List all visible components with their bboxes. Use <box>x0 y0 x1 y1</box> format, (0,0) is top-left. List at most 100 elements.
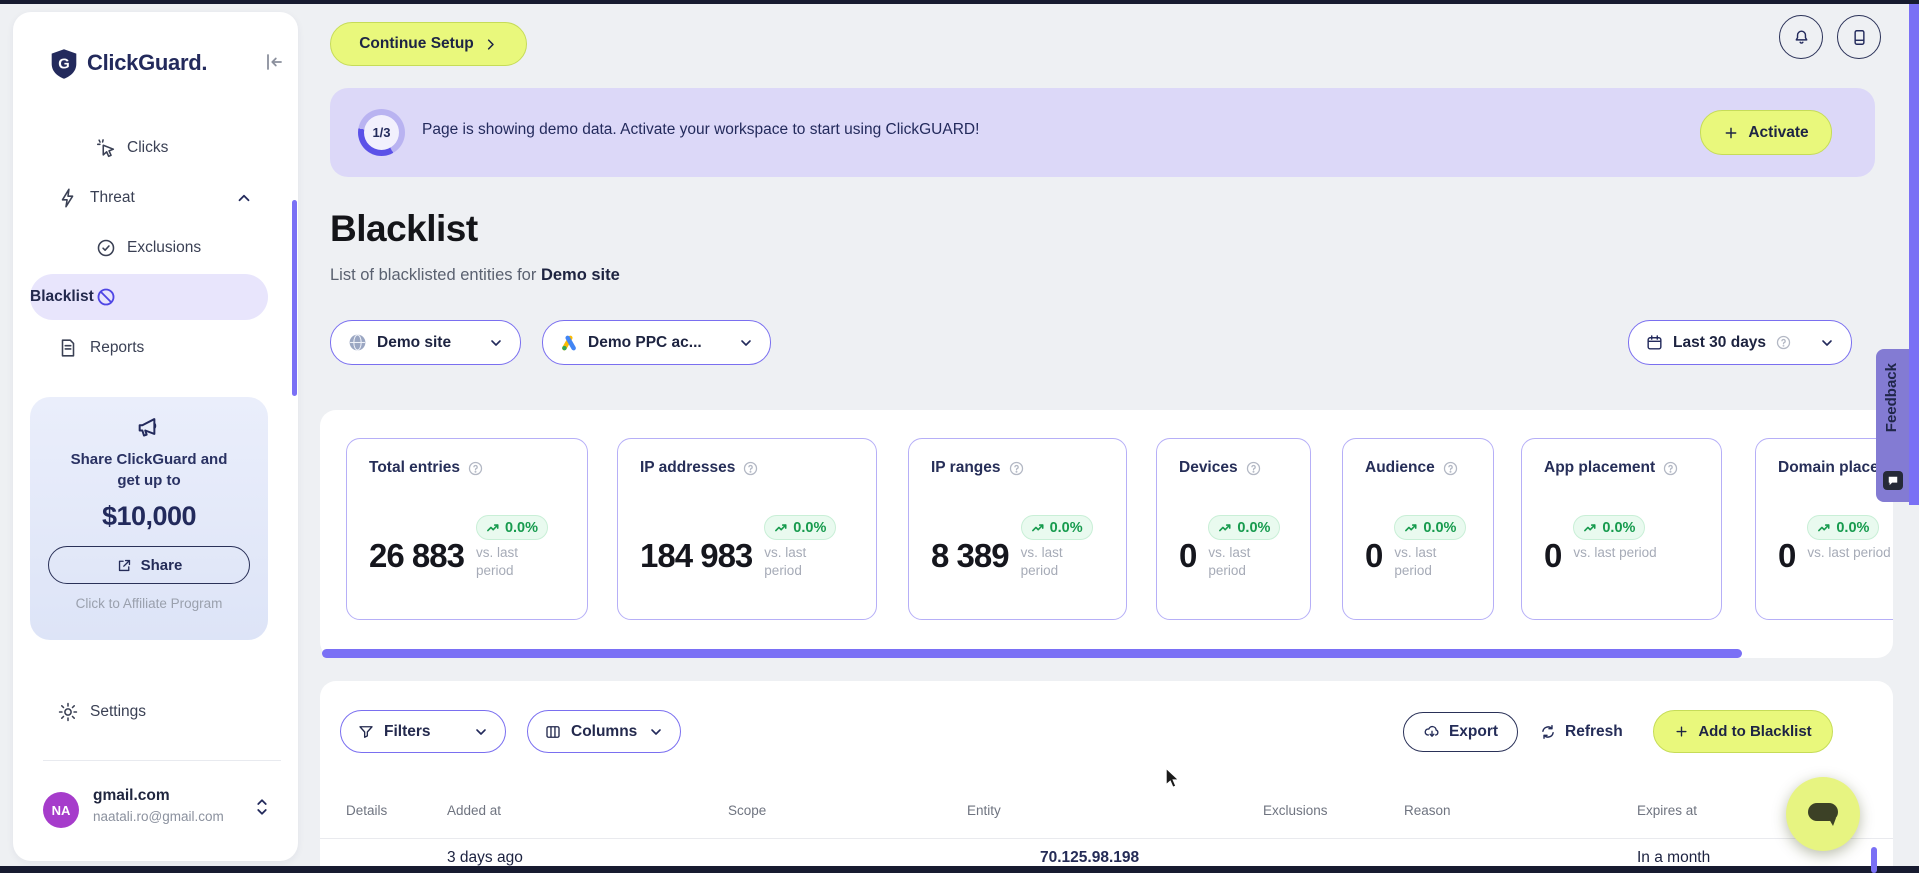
col-header-details[interactable]: Details <box>346 803 388 818</box>
activate-label: Activate <box>1748 123 1809 141</box>
continue-setup-button[interactable]: Continue Setup <box>330 22 527 66</box>
help-icon[interactable] <box>1662 460 1679 477</box>
sidebar-item-reports[interactable]: Reports <box>13 324 298 372</box>
share-amount: $10,000 <box>101 501 197 531</box>
stat-card-total-entries: Total entries 26 883 0.0% vs. last perio… <box>346 438 588 620</box>
stat-card-devices: Devices 0 0.0% vs. last period <box>1156 438 1311 620</box>
chevron-up-icon[interactable] <box>235 189 253 207</box>
trend-up-icon <box>1031 523 1044 531</box>
site-selector[interactable]: Demo site <box>330 320 521 365</box>
docs-button[interactable] <box>1837 15 1881 59</box>
col-header-scope[interactable]: Scope <box>728 803 767 818</box>
badge-check-icon <box>95 237 117 259</box>
stat-value: 26 883 <box>369 537 465 574</box>
document-icon <box>57 337 79 359</box>
page-scrollbar[interactable] <box>1909 4 1919 505</box>
trend-up-icon <box>1818 523 1830 531</box>
page-subtitle: List of blacklisted entities for Demo si… <box>330 266 620 285</box>
columns-button[interactable]: Columns <box>527 710 681 753</box>
site-selector-label: Demo site <box>377 333 452 351</box>
cell-added-at: 3 days ago <box>447 849 523 866</box>
col-header-added-at[interactable]: Added at <box>447 803 502 818</box>
stat-label: Domain placement <box>1778 459 1893 476</box>
stat-label: Devices <box>1179 459 1238 476</box>
banner-message: Page is showing demo data. Activate your… <box>422 121 980 138</box>
sidebar-item-settings[interactable]: Settings <box>13 688 298 736</box>
chevron-sort-icon[interactable] <box>253 796 271 818</box>
help-icon[interactable] <box>467 460 484 477</box>
book-icon <box>1850 28 1869 47</box>
add-to-blacklist-button[interactable]: Add to Blacklist <box>1653 710 1833 753</box>
account-switcher[interactable]: NA gmail.com naatali.ro@gmail.com <box>13 780 298 842</box>
date-range-selector[interactable]: Last 30 days <box>1628 320 1852 365</box>
ban-icon <box>95 286 117 308</box>
sidebar-item-label: Threat <box>90 189 135 206</box>
help-icon[interactable] <box>1008 460 1025 477</box>
trend-up-icon <box>486 523 499 531</box>
stat-caption: vs. last period <box>1020 545 1063 578</box>
feedback-tab[interactable]: Feedback <box>1876 349 1909 502</box>
stat-delta: 0.0% <box>504 519 538 536</box>
add-to-blacklist-label: Add to Blacklist <box>1698 723 1812 740</box>
stats-cards-panel: Total entries 26 883 0.0% vs. last perio… <box>320 410 1893 658</box>
chevron-down-icon <box>488 335 504 351</box>
affiliate-share-card[interactable]: Share ClickGuard and get up to $10,000 S… <box>30 397 268 640</box>
stat-value: 0 <box>1365 537 1383 574</box>
chevron-down-icon <box>1819 335 1835 351</box>
cloud-download-icon <box>1423 723 1441 741</box>
help-icon[interactable] <box>1245 460 1262 477</box>
share-button[interactable]: Share <box>48 546 250 584</box>
sidebar-item-exclusions[interactable]: Exclusions <box>13 224 298 272</box>
stat-delta: 0.0% <box>1602 519 1636 536</box>
stat-value: 0 <box>1544 537 1562 574</box>
sidebar-scrollbar[interactable] <box>292 200 297 396</box>
stat-label: IP ranges <box>931 459 1001 476</box>
activate-button[interactable]: Activate <box>1700 110 1832 155</box>
blacklist-table-panel: Filters Columns Export Refresh <box>320 681 1893 873</box>
external-link-icon <box>116 557 133 574</box>
table-row[interactable]: 3 days ago 70.125.98.198 In a month <box>320 849 1893 866</box>
help-icon[interactable] <box>1442 460 1459 477</box>
stat-caption: vs. last period <box>1208 545 1251 578</box>
sidebar-item-blacklist[interactable]: Blacklist <box>30 274 268 320</box>
ppc-account-label: Demo PPC ac... <box>588 333 702 351</box>
stat-delta: 0.0% <box>1836 519 1870 536</box>
sidebar-item-label: Reports <box>90 339 145 356</box>
collapse-sidebar-icon[interactable] <box>261 50 285 74</box>
stat-caption: vs. last period <box>764 545 807 578</box>
cursor-click-icon <box>95 137 117 159</box>
google-ads-icon <box>559 333 579 353</box>
chevron-down-icon <box>473 724 489 740</box>
sidebar-item-label: Settings <box>90 703 147 720</box>
filters-button[interactable]: Filters <box>340 710 506 753</box>
cell-entity[interactable]: 70.125.98.198 <box>1040 849 1140 866</box>
sidebar-item-clicks[interactable]: Clicks <box>13 124 298 172</box>
col-header-entity[interactable]: Entity <box>967 803 1001 818</box>
col-header-exclusions[interactable]: Exclusions <box>1263 803 1328 818</box>
col-header-reason[interactable]: Reason <box>1404 803 1451 818</box>
cell-expires-at: In a month <box>1637 849 1711 866</box>
stat-value: 0 <box>1179 537 1197 574</box>
stat-value: 184 983 <box>640 537 753 574</box>
cards-horizontal-scrollbar[interactable] <box>322 649 1742 658</box>
filters-label: Filters <box>384 722 431 740</box>
export-button[interactable]: Export <box>1403 712 1518 752</box>
stat-value: 8 389 <box>931 537 1010 574</box>
stat-caption: vs. last period <box>475 545 518 578</box>
table-vertical-scrollbar[interactable] <box>1871 847 1877 873</box>
col-header-expires-at[interactable]: Expires at <box>1637 803 1698 818</box>
stat-card-app-placement: App placement 0 0.0% vs. last period <box>1521 438 1722 620</box>
chevron-right-icon <box>483 37 498 52</box>
window-top-edge <box>0 0 1919 4</box>
ppc-account-selector[interactable]: Demo PPC ac... <box>542 320 771 365</box>
chat-widget-button[interactable] <box>1786 777 1860 851</box>
setup-progress-ring: 1/3 <box>358 109 405 156</box>
help-icon[interactable] <box>742 460 759 477</box>
demo-data-banner: 1/3 Page is showing demo data. Activate … <box>330 88 1875 177</box>
sidebar-item-threat[interactable]: Threat <box>13 174 298 222</box>
subtitle-text: List of blacklisted entities for <box>330 266 541 284</box>
refresh-button[interactable]: Refresh <box>1539 712 1623 752</box>
notifications-button[interactable] <box>1779 15 1823 59</box>
help-icon[interactable] <box>1775 334 1792 351</box>
